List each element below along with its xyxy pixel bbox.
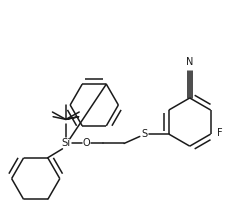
Text: S: S xyxy=(142,129,148,139)
Text: Si: Si xyxy=(61,138,70,149)
Text: F: F xyxy=(217,128,222,138)
Text: O: O xyxy=(83,138,90,149)
Text: N: N xyxy=(186,57,193,67)
